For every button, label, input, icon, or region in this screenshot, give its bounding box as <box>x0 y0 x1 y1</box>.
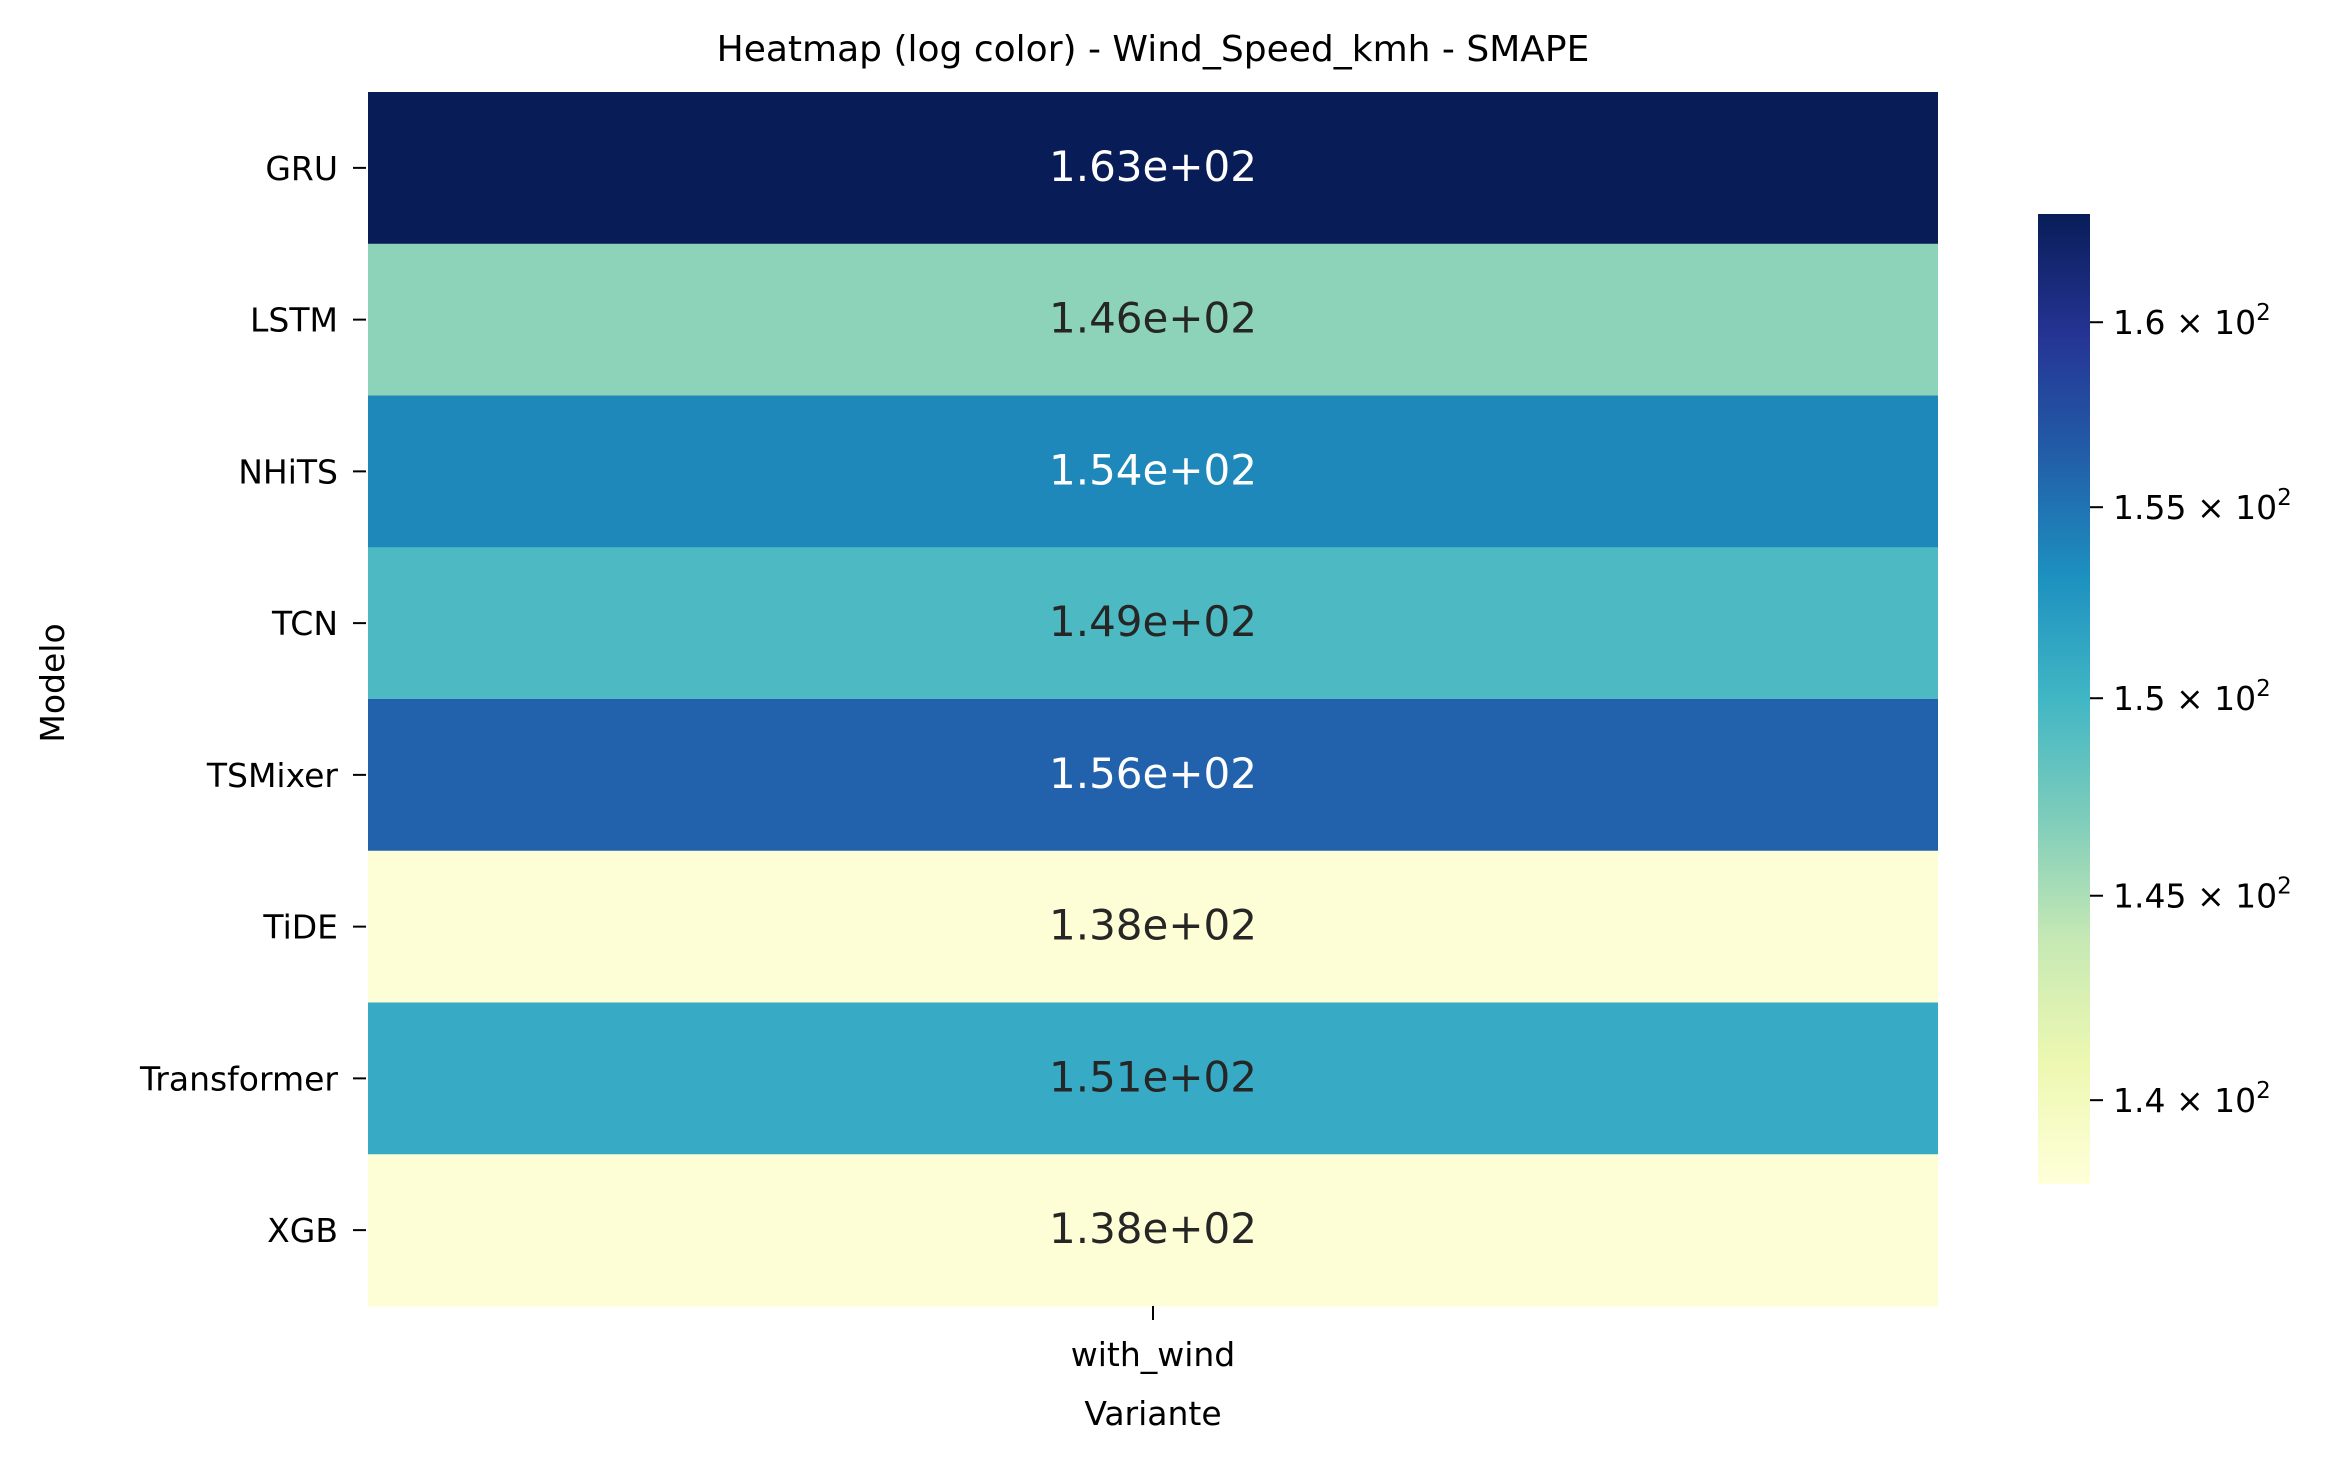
cell-value-label: 1.63e+02 <box>1049 142 1257 191</box>
y-tick-label: LSTM <box>250 301 338 340</box>
colorbar-ticks: 1.4 × 102 1.45 × 102 1.5 × 102 1.55 × 102 1.… <box>2090 300 2292 1120</box>
colorbar-tick-label: 1.5 × 102 <box>2113 676 2271 718</box>
heatmap-cell <box>368 1154 1938 1307</box>
heatmap-cell <box>368 1002 1938 1155</box>
colorbar <box>2038 214 2090 1184</box>
cell-value-label: 1.51e+02 <box>1049 1052 1257 1101</box>
cell-value-label: 1.49e+02 <box>1049 597 1257 646</box>
colorbar-tick-label: 1.55 × 102 <box>2113 485 2292 527</box>
cell-value-label: 1.38e+02 <box>1049 901 1257 950</box>
y-tick-label: TCN <box>271 604 338 643</box>
x-tick-label: with_wind <box>1071 1335 1236 1374</box>
y-tick-label: Transformer <box>139 1059 338 1098</box>
column-labels: with_wind <box>1071 1306 1236 1374</box>
y-tick-label: NHiTS <box>238 452 338 491</box>
heatmap-cell <box>368 92 1938 245</box>
heatmap-cell <box>368 395 1938 548</box>
heatmap-cell <box>368 547 1938 700</box>
y-tick-label: GRU <box>265 149 338 188</box>
cell-value-label: 1.54e+02 <box>1049 445 1257 494</box>
heatmap-cells: 1.63e+02 1.46e+02 1.54e+02 1.49e+02 1.56e+02… <box>368 92 1938 1307</box>
cell-value-label: 1.56e+02 <box>1049 749 1257 798</box>
y-tick-label: XGB <box>267 1211 338 1250</box>
y-axis-label: Modelo <box>33 623 72 742</box>
y-tick-label: TSMixer <box>206 756 339 795</box>
colorbar-tick-label: 1.45 × 102 <box>2113 874 2292 916</box>
cell-value-label: 1.46e+02 <box>1049 294 1257 343</box>
chart-title: Heatmap (log color) - Wind_Speed_kmh - S… <box>717 29 1590 70</box>
colorbar-tick-label: 1.4 × 102 <box>2113 1078 2271 1120</box>
row-labels: GRU LSTM NHiTS TCN TSMixer TiDE Transformer XGB <box>139 149 366 1250</box>
heatmap-cell <box>368 699 1938 852</box>
x-axis-label: Variante <box>1084 1394 1221 1433</box>
colorbar-tick-label: 1.6 × 102 <box>2113 300 2271 342</box>
y-tick-label: TiDE <box>262 908 338 947</box>
heatmap-cell <box>368 850 1938 1003</box>
cell-value-label: 1.38e+02 <box>1049 1204 1257 1253</box>
heatmap-cell <box>368 243 1938 396</box>
